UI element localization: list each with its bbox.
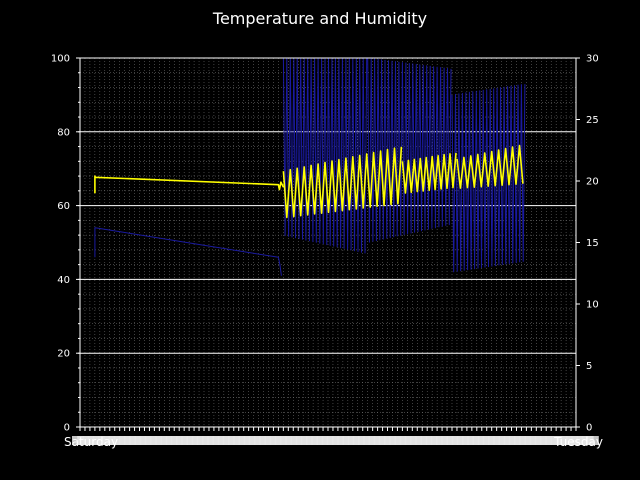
left-y-tick-label: 40 [57, 275, 70, 286]
x-tick-label-overlap [586, 436, 599, 445]
right-y-tick-label: 15 [586, 238, 599, 249]
right-y-tick-label: 10 [586, 300, 599, 311]
x-axis-ticks [79, 427, 577, 431]
x-axis-labels [72, 436, 599, 445]
left-y-tick-label: 80 [57, 127, 70, 138]
left-y-tick-label: 20 [57, 349, 70, 360]
x-first-day-label: Saturday [64, 435, 118, 449]
temperature-series-line [456, 144, 524, 189]
temperature-series-line [282, 146, 403, 219]
right-y-tick-label: 5 [586, 361, 592, 372]
chart-title: Temperature and Humidity [212, 9, 427, 28]
left-y-tick-label: 0 [64, 423, 70, 434]
right-y-axis: 0 5 10 15 20 25 30 [576, 54, 599, 434]
humidity-series-line [451, 84, 526, 273]
humidity-series-line [367, 57, 452, 243]
left-y-tick-label: 60 [57, 201, 70, 212]
right-y-tick-label: 20 [586, 177, 599, 188]
temperature-series-line [94, 175, 285, 194]
temperature-series-line-group [94, 144, 524, 219]
left-y-axis: 0 20 40 60 80 100 [51, 54, 80, 434]
right-y-tick-label: 0 [586, 423, 592, 434]
left-y-tick-label: 100 [51, 54, 70, 65]
x-last-day-label: Tuesday [553, 435, 603, 449]
humidity-series-line [94, 227, 282, 276]
right-y-tick-label: 25 [586, 115, 599, 126]
temperature-series-line [401, 152, 457, 194]
right-y-tick-label: 30 [586, 54, 599, 65]
